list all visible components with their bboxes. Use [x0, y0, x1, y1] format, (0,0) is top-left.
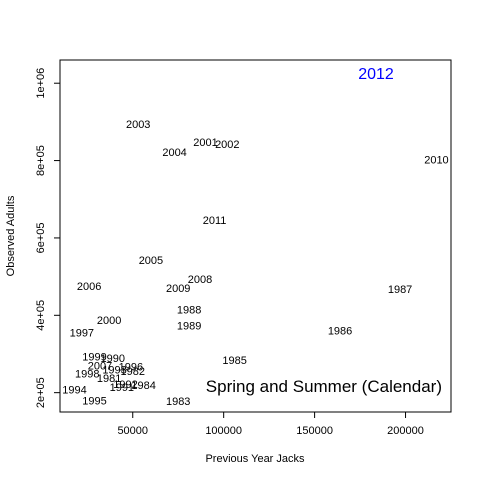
data-point-label: 1987 — [388, 284, 412, 296]
data-point-label: 2009 — [166, 283, 190, 295]
y-axis: 2e+05 4e+05 6e+05 8e+05 1e+06 — [35, 68, 61, 408]
data-point-label: 1998 — [75, 368, 99, 380]
data-point-label: 2008 — [188, 274, 212, 286]
chart-annotation: Spring and Summer (Calendar) — [206, 377, 442, 396]
y-tick-label: 6e+05 — [35, 222, 47, 253]
data-point-label: 1989 — [177, 321, 201, 333]
data-point-label: 1981 — [97, 373, 121, 385]
data-point-label: 1992 — [113, 379, 137, 391]
year-label: 2012 — [358, 66, 394, 83]
x-tick-label: 50000 — [117, 425, 148, 437]
data-point-label: 2005 — [139, 255, 163, 267]
data-point-label: 2006 — [77, 281, 101, 293]
y-axis-title: Observed Adults — [5, 195, 17, 276]
data-point-label: 1984 — [131, 380, 155, 392]
y-tick-label: 2e+05 — [35, 377, 47, 408]
data-point-label: 1997 — [70, 327, 94, 339]
y-tick-label: 1e+06 — [35, 68, 47, 99]
data-point-label: 1996 — [119, 361, 143, 373]
y-tick-label: 8e+05 — [35, 145, 47, 176]
data-point-label: 2004 — [162, 147, 186, 159]
data-point-label: 2000 — [97, 315, 121, 327]
x-tick-label: 100000 — [205, 425, 242, 437]
data-point-label: 1988 — [177, 304, 201, 316]
data-point-label: 1985 — [222, 355, 246, 367]
data-point-label: 2011 — [203, 215, 227, 227]
x-axis: 50000 100000 150000 200000 — [117, 411, 424, 437]
data-point-label: 2010 — [424, 154, 448, 166]
data-point-label: 1991 — [110, 382, 134, 394]
data-point-label: 1994 — [62, 385, 86, 397]
data-point-label: 1982 — [121, 366, 145, 378]
data-point-label: 2003 — [126, 119, 150, 131]
x-tick-label: 200000 — [387, 425, 424, 437]
x-tick-label: 150000 — [296, 425, 333, 437]
data-point-label: 1986 — [328, 325, 352, 337]
y-tick-label: 4e+05 — [35, 300, 47, 331]
data-point-label: 2001 — [193, 137, 217, 149]
x-axis-title: Previous Year Jacks — [205, 453, 305, 465]
data-point-label: 1990 — [100, 353, 124, 365]
data-point-label: 1995 — [82, 395, 106, 407]
data-point-label: 2002 — [215, 139, 239, 151]
data-point-label: 1993 — [102, 364, 126, 376]
data-point-label: 1999 — [82, 352, 106, 364]
data-point-label: 1983 — [166, 396, 190, 408]
data-point-label: 2007 — [88, 361, 112, 373]
